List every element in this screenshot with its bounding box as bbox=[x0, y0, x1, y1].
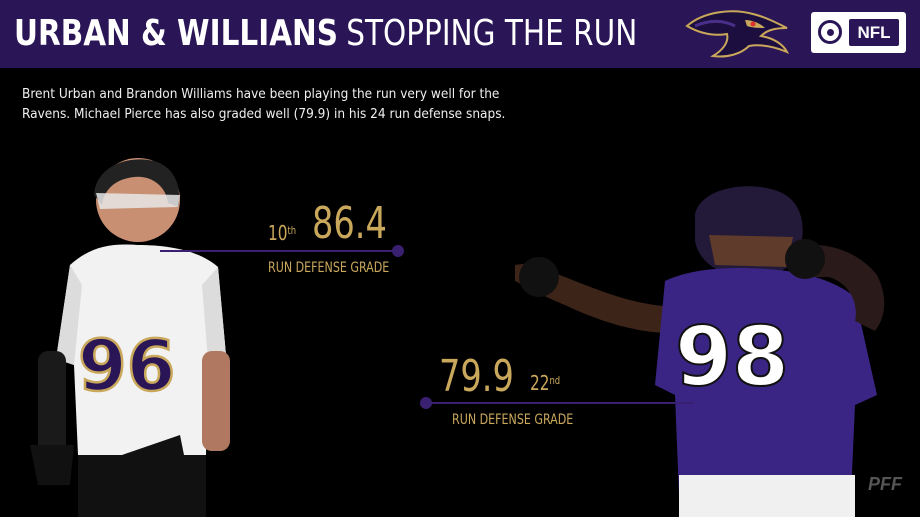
grade-96: 86.4 bbox=[312, 198, 387, 249]
grade-98: 79.9 bbox=[439, 351, 514, 402]
connector-line-98 bbox=[426, 402, 694, 404]
connector-dot-96 bbox=[392, 245, 404, 257]
connector-dot-98 bbox=[420, 397, 432, 409]
cbs-eye-icon bbox=[818, 20, 842, 44]
pff-watermark: PFF bbox=[868, 474, 902, 494]
jersey-number-96: 96 bbox=[78, 325, 175, 407]
player-96-image: 96 bbox=[30, 158, 230, 517]
header-bar: URBAN & WILLIANS STOPPING THE RUN NFL bbox=[0, 0, 920, 68]
rank-number-96: 10 bbox=[268, 221, 288, 245]
ravens-logo-icon bbox=[685, 10, 790, 58]
description-text: Brent Urban and Brandon Williams have be… bbox=[22, 86, 506, 122]
cbs-nfl-logo: NFL bbox=[811, 12, 906, 53]
title-light: STOPPING THE RUN bbox=[346, 13, 638, 54]
page-title: URBAN & WILLIANS STOPPING THE RUN bbox=[14, 12, 637, 56]
connector-line-96 bbox=[160, 250, 396, 252]
rank-suffix-98: nd bbox=[549, 374, 561, 387]
rank-number-98: 22 bbox=[530, 371, 550, 395]
nfl-label: NFL bbox=[849, 19, 899, 46]
title-bold: URBAN & WILLIANS bbox=[14, 13, 339, 54]
rank-suffix-96: th bbox=[287, 224, 297, 237]
jersey-number-98: 98 bbox=[675, 310, 789, 405]
rank-96: 10th bbox=[268, 222, 296, 244]
rank-98: 22nd bbox=[530, 372, 560, 394]
player-98-image: 98 bbox=[515, 186, 885, 517]
grade-label-96: RUN DEFENSE GRADE bbox=[268, 260, 390, 276]
grade-label-98: RUN DEFENSE GRADE bbox=[452, 412, 574, 428]
